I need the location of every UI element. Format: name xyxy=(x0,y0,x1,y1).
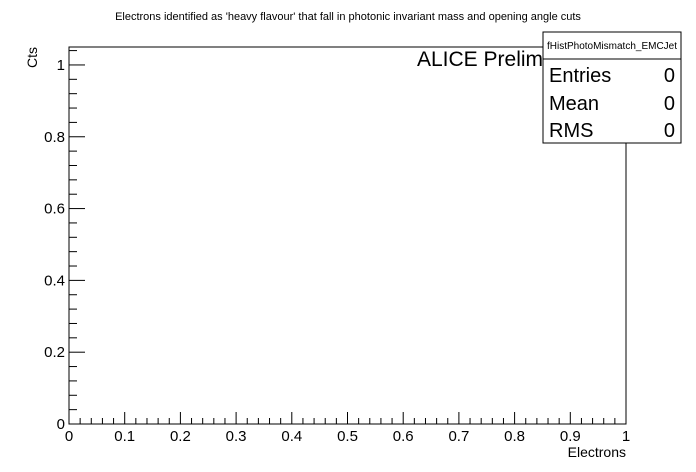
x-tick-label: 0.1 xyxy=(114,428,135,445)
x-tick-label: 0.4 xyxy=(281,428,302,445)
y-tick-label: 1 xyxy=(57,57,65,74)
y-tick-label: 0.8 xyxy=(44,129,65,146)
x-tick-label: 0.8 xyxy=(504,428,525,445)
y-tick-label: 0.2 xyxy=(44,344,65,361)
stats-box-name: fHistPhotoMismatch_EMCJet xyxy=(547,41,677,52)
stats-entries-label: Entries xyxy=(549,65,611,87)
stats-rms-label: RMS xyxy=(549,120,593,142)
y-tick-label: 0.4 xyxy=(44,272,65,289)
x-tick-label: 1 xyxy=(622,428,630,445)
x-tick-label: 0.9 xyxy=(560,428,581,445)
x-axis: 0 0.1 0.2 0.3 0.4 0.5 0.6 0.7 0.8 0.9 1 xyxy=(65,412,630,445)
x-tick-label: 0.2 xyxy=(170,428,191,445)
x-tick-label: 0 xyxy=(65,428,73,445)
y-tick-label: 0.6 xyxy=(44,201,65,218)
x-tick-label: 0.6 xyxy=(393,428,414,445)
y-axis-label: Cts xyxy=(24,47,40,68)
x-tick-label: 0.3 xyxy=(226,428,247,445)
chart-title: Electrons identified as 'heavy flavour' … xyxy=(115,11,581,23)
stats-mean-value: 0 xyxy=(664,93,675,115)
stats-mean-label: Mean xyxy=(549,93,599,115)
plot-frame xyxy=(68,46,627,425)
stats-box-frame xyxy=(542,31,682,144)
stats-rms-value: 0 xyxy=(664,120,675,142)
x-tick-label: 0.7 xyxy=(448,428,469,445)
x-axis-label: Electrons xyxy=(568,444,626,460)
y-tick-label: 0 xyxy=(57,416,65,433)
stats-entries-value: 0 xyxy=(664,65,675,87)
x-tick-label: 0.5 xyxy=(337,428,358,445)
stats-box: fHistPhotoMismatch_EMCJet Entries 0 Mean… xyxy=(542,31,682,144)
y-axis: 0 0.2 0.4 0.6 0.8 1 xyxy=(44,50,85,433)
